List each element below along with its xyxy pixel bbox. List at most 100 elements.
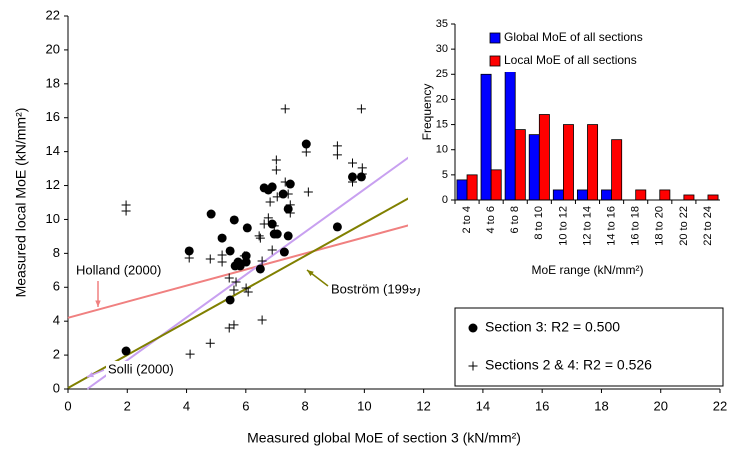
y-axis-label: Frequency — [420, 84, 434, 141]
bar — [635, 189, 647, 201]
point — [229, 215, 239, 225]
bar — [514, 129, 526, 201]
point — [239, 251, 249, 261]
point — [285, 208, 295, 218]
x-tick-label: 2 — [124, 398, 131, 413]
bar — [490, 169, 502, 201]
x-tick-label: 12 — [416, 398, 430, 413]
x-tick-label: 20 — [653, 398, 667, 413]
y-tick-label: 10 — [46, 211, 60, 226]
y-tick-label: 15 — [436, 118, 448, 130]
point — [332, 222, 342, 232]
x-tick-label: 4 — [183, 398, 190, 413]
point — [243, 287, 253, 297]
annotation: Holland (2000) — [76, 262, 161, 277]
point — [356, 172, 366, 182]
point — [254, 231, 264, 241]
point — [121, 206, 131, 216]
x-tick-label: 22 — [713, 398, 727, 413]
annotation: Solli (2000) — [108, 361, 174, 376]
point — [255, 264, 265, 274]
y-tick-label: 20 — [436, 93, 448, 105]
y-axis-label: Measured local MoE (kN/mm²) — [13, 108, 29, 298]
point — [217, 257, 227, 267]
point — [348, 172, 358, 182]
x-tick-label: 14 — [476, 398, 490, 413]
y-tick-label: 18 — [46, 75, 60, 90]
legend-swatch — [489, 55, 501, 67]
y-tick-label: 10 — [436, 144, 448, 156]
y-tick-label: 0 — [442, 194, 448, 206]
legend-label: Global MoE of all sections — [504, 30, 643, 44]
point — [279, 247, 289, 257]
point — [241, 283, 251, 293]
point — [267, 182, 277, 192]
point — [280, 177, 290, 187]
point — [301, 139, 311, 149]
x-tick-label: 8 — [301, 398, 308, 413]
legend-label: Sections 2 & 4: R2 = 0.526 — [485, 357, 652, 373]
annotation-arrowhead — [87, 372, 94, 378]
x-tick-label: 12 to 14 — [581, 206, 593, 246]
point — [205, 254, 215, 264]
annotation-bg — [106, 361, 195, 379]
x-tick-label: 8 to 10 — [533, 206, 545, 240]
point — [259, 219, 269, 229]
x-axis-label: MoE range (kN/mm²) — [531, 263, 643, 277]
point — [267, 245, 277, 255]
point — [267, 219, 277, 229]
point — [255, 233, 265, 243]
point — [301, 147, 311, 157]
y-tick-label: 25 — [436, 68, 448, 80]
x-tick-label: 2 to 4 — [461, 206, 473, 234]
point — [280, 104, 290, 114]
bar — [683, 194, 695, 201]
point — [272, 192, 282, 202]
y-tick-label: 8 — [53, 245, 60, 260]
point — [348, 177, 358, 187]
y-tick-label: 0 — [53, 380, 60, 395]
fit-line — [67, 218, 429, 319]
point — [217, 233, 227, 243]
x-tick-label: 16 to 18 — [630, 206, 642, 246]
point — [271, 165, 281, 175]
y-tick-label: 5 — [442, 169, 448, 181]
point — [278, 189, 288, 199]
point — [285, 179, 295, 189]
legend-marker — [468, 323, 478, 333]
legend-box — [486, 26, 718, 72]
y-tick-label: 2 — [53, 347, 60, 362]
x-axis-label: Measured global MoE of section 3 (kN/mm²… — [247, 430, 521, 446]
point — [283, 231, 293, 241]
x-tick-label: 6 — [242, 398, 249, 413]
point — [263, 213, 273, 223]
point — [303, 187, 313, 197]
bar — [659, 189, 671, 201]
y-tick-label: 12 — [46, 177, 60, 192]
bar — [466, 174, 478, 201]
point — [241, 257, 251, 267]
point — [224, 273, 234, 283]
x-tick-label: 10 to 12 — [557, 206, 569, 246]
bar — [576, 189, 588, 201]
point — [225, 246, 235, 256]
legend-label: Section 3: R2 = 0.500 — [485, 319, 620, 335]
point — [269, 221, 279, 231]
x-tick-label: 16 — [535, 398, 549, 413]
point — [356, 104, 366, 114]
point — [231, 277, 241, 287]
point — [225, 295, 235, 305]
point — [224, 323, 234, 333]
point — [185, 349, 195, 359]
point — [265, 197, 275, 207]
annotation: Boström (1999) — [331, 281, 421, 296]
annotation-arrowhead — [307, 270, 314, 277]
point — [242, 223, 252, 233]
bar — [552, 189, 564, 201]
x-tick-label: 18 to 20 — [654, 206, 666, 246]
point — [205, 338, 215, 348]
bar — [601, 189, 612, 201]
point — [184, 253, 194, 263]
bar — [707, 194, 719, 201]
